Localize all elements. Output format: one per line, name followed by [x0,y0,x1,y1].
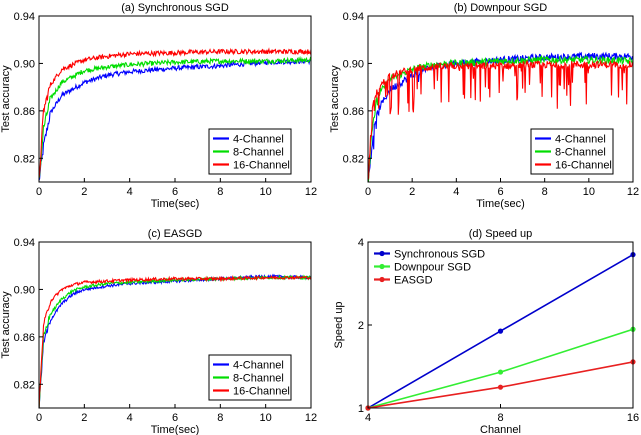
series-line-8-channel [39,55,311,179]
x-tick-label: 6 [172,412,178,424]
x-tick-label: 10 [583,186,595,198]
legend-label: 8-Channel [233,147,284,159]
series-line-16-channel [368,59,633,180]
x-axis-label: Time(sec) [151,198,199,210]
legend-label: 4-Channel [555,134,606,146]
series-group [39,47,311,181]
y-tick-label: 0.82 [14,379,35,391]
y-tick-label: 4 [358,237,364,249]
legend-marker [379,250,385,257]
y-tick-label: 0.90 [343,58,364,70]
legend-label: 4-Channel [233,134,284,146]
x-tick-label: 0 [365,186,371,198]
series-line-4-channel [39,58,311,181]
x-tick-label: 6 [497,186,503,198]
y-tick-label: 0.90 [14,58,35,70]
legend-label: EASGD [394,275,433,287]
x-tick-label: 16 [627,412,639,424]
legend-label: 16-Channel [555,160,612,172]
legend-label: 4-Channel [233,360,284,372]
x-tick-label: 0 [36,412,42,424]
chart-title: (b) Downpour SGD [454,2,548,14]
chart-panel-1: 0 2 4 6 8 10 12 0.82 0.86 0.90 0.94 (a) Synchronous… [0,2,317,210]
x-axis-label: Time(sec) [151,424,199,435]
x-tick-label: 10 [260,412,272,424]
x-tick-label: 8 [542,186,548,198]
y-axis-label: Speed up [333,301,345,348]
legend-marker [379,263,385,270]
y-axis-label: Test accuracy [0,65,12,133]
x-tick-label: 2 [81,412,87,424]
x-tick-label: 2 [409,186,415,198]
data-point-synchronous-sgd-8 [497,328,504,334]
chart-title: (c) EASGD [148,228,202,240]
series-group [368,51,633,182]
data-point-downpour-sgd-8 [497,369,504,375]
legend-marker [379,276,385,283]
y-tick-label: 0.86 [14,332,35,344]
x-tick-label: 8 [217,186,223,198]
x-tick-label: 4 [127,186,133,198]
y-tick-label: 0.82 [14,153,35,165]
y-tick-label: 2 [358,320,364,332]
legend-label: 8-Channel [555,147,606,159]
series-line-8-channel [368,54,633,182]
chart-panel-4: 4 8 16 1 2 4 (d) Speed up Channel Speed up Synchr… [333,228,639,435]
chart-title: (d) Speed up [469,228,533,240]
x-tick-label: 12 [305,186,317,198]
x-tick-label: 12 [305,412,317,424]
legend-label: 16-Channel [233,160,290,172]
y-tick-label: 0.86 [343,106,364,118]
x-tick-label: 8 [217,412,223,424]
y-tick-label: 0.86 [14,106,35,118]
chart-title: (a) Synchronous SGD [121,2,229,14]
x-tick-label: 6 [172,186,178,198]
chart-panel-2: 0 2 4 6 8 10 12 0.82 0.86 0.90 0.94 (b) Downpour SG… [329,2,639,210]
x-tick-label: 12 [627,186,639,198]
x-axis-label: Time(sec) [476,198,524,210]
y-tick-label: 0.82 [343,153,364,165]
x-tick-label: 10 [260,186,272,198]
x-tick-label: 4 [365,412,371,424]
y-tick-label: 0.90 [14,284,35,296]
legend-label: 16-Channel [233,386,290,398]
y-axis-label: Test accuracy [329,65,341,133]
series-line-downpour-sgd [368,328,633,408]
x-tick-label: 4 [127,412,133,424]
legend-label: Downpour SGD [394,262,471,274]
legend-label: Synchronous SGD [394,249,485,261]
y-axis-label: Test accuracy [0,291,12,359]
series-group [39,273,311,408]
y-tick-label: 0.94 [14,11,35,23]
x-tick-label: 4 [453,186,459,198]
chart-panel-3: 0 2 4 6 8 10 12 0.82 0.86 0.90 0.94 (c) EASGD Time(s… [0,228,317,435]
data-point-easgd-8 [497,384,504,390]
x-tick-label: 2 [81,186,87,198]
x-tick-label: 0 [36,186,42,198]
y-tick-label: 1 [358,403,364,415]
y-tick-label: 0.94 [14,237,35,249]
y-tick-label: 0.94 [343,11,364,23]
series-line-16-channel [39,47,311,179]
x-axis-label: Channel [480,424,521,435]
legend-label: 8-Channel [233,373,284,385]
x-tick-label: 8 [497,412,503,424]
series-line-16-channel [39,274,311,408]
